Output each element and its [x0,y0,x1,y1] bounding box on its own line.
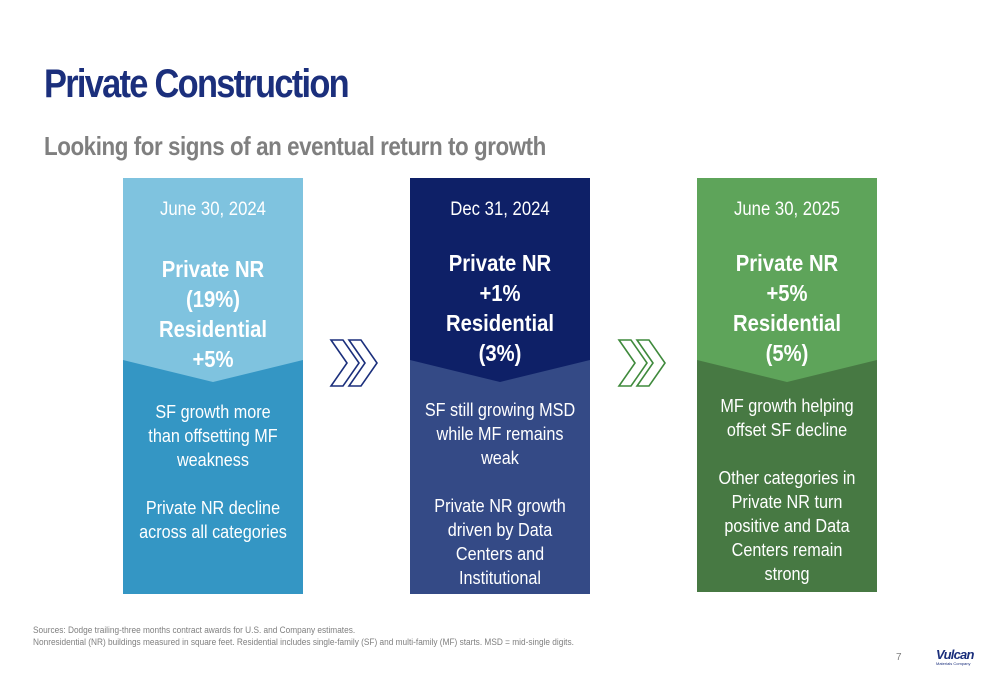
period-card-june-2024: June 30, 2024 Private NR (19%) Residenti… [123,178,303,594]
card-note: SF still growing MSD while MF remains we… [424,400,576,468]
footnote-sources: Sources: Dodge trailing-three months con… [33,625,356,635]
slide-subtitle: Looking for signs of an eventual return … [44,131,546,161]
headline-label-nr: Private NR [448,250,552,276]
headline-label-nr: Private NR [161,256,265,282]
slide-title: Private Construction [44,62,350,106]
period-card-dec-2024: Dec 31, 2024 Private NR +1% Residential … [410,178,590,594]
logo-tagline: Materials Company [936,661,971,666]
headline-label-residential: Residential [446,310,554,336]
card-headline: Private NR +5% Residential (5%) [708,248,866,368]
double-chevron-right-icon [617,339,666,387]
card-note: SF growth more than offsetting MF weakne… [148,402,278,470]
footnote-definitions: Nonresidential (NR) buildings measured i… [33,637,574,647]
company-logo: Vulcan Materials Company [936,648,974,666]
card-headline: Private NR (19%) Residential +5% [134,254,292,374]
page-number: 7 [896,652,902,663]
card-body-panel [697,360,877,592]
period-card-june-2025: June 30, 2025 Private NR +5% Residential… [697,178,877,592]
card-header-panel [123,178,303,360]
headline-value-nr: (19%) [185,286,240,312]
card-notes: SF growth more than offsetting MF weakne… [137,400,288,544]
card-date: June 30, 2025 [733,199,840,220]
card-body-panel [123,360,303,594]
card-note: MF growth helping offset SF decline [720,396,854,440]
card-notes: MF growth helping offset SF decline Othe… [711,394,862,586]
card-note: Private NR growth driven by Data Centers… [434,496,566,588]
headline-label-residential: Residential [159,316,267,342]
headline-label-residential: Residential [733,310,841,336]
double-chevron-right-icon [329,339,378,387]
logo-wordmark: Vulcan [936,647,974,662]
card-notch [410,360,590,382]
card-date: June 30, 2024 [159,199,266,220]
card-notch [697,360,877,382]
card-header-panel [697,178,877,360]
headline-value-residential: (5%) [765,340,809,366]
headline-value-nr: +1% [479,280,521,306]
card-date: Dec 31, 2024 [450,199,550,220]
card-headline: Private NR +1% Residential (3%) [421,248,579,368]
headline-value-residential: (3%) [478,340,522,366]
card-notch [123,360,303,382]
headline-value-residential: +5% [192,346,234,372]
card-note: Private NR decline across all categories [139,498,287,542]
card-notes: SF still growing MSD while MF remains we… [424,398,575,590]
headline-value-nr: +5% [766,280,808,306]
card-note: Other categories in Private NR turn posi… [718,468,856,584]
card-header-panel [410,178,590,360]
headline-label-nr: Private NR [735,250,839,276]
card-body-panel [410,360,590,594]
